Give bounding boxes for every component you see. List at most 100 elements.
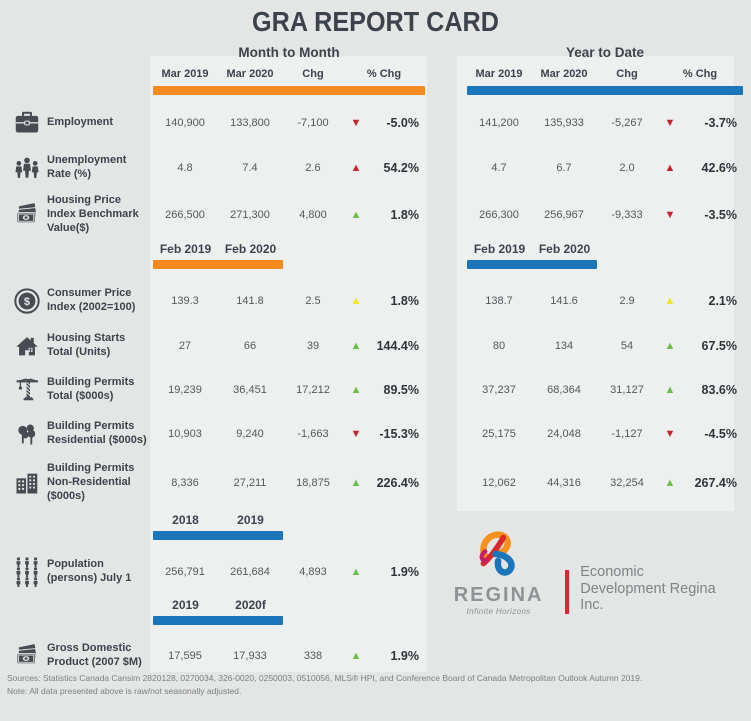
ytd-value-1: 12,062 <box>482 477 516 489</box>
mtm-col-2: Mar 2020 <box>226 68 274 80</box>
banknotes-icon <box>7 202 47 228</box>
blue-bar <box>153 531 283 540</box>
ytd-trend-arrow: ▲ <box>664 383 676 396</box>
mtm-chg: -1,663 <box>297 428 329 440</box>
ytd-value-1: 37,237 <box>482 384 516 396</box>
ytd-pct: 2.1% <box>708 294 738 308</box>
blue-bar <box>153 616 283 625</box>
row-label: Building Permits Residential ($000s) <box>47 420 147 446</box>
ytd-chg: 2.9 <box>619 295 635 307</box>
group-titles: Month to Month Year to Date <box>0 42 751 62</box>
edr-org-line2: Development Regina Inc. <box>580 580 716 614</box>
mtm-value-2: 7.4 <box>242 162 258 174</box>
mtm-trend-arrow: ▲ <box>350 383 362 396</box>
row-housing-price-index: Housing Price Index Benchmark Value($) 2… <box>0 191 751 239</box>
ytd-trend-arrow: ▼ <box>664 427 676 440</box>
row-label: Employment <box>47 116 114 129</box>
ytd-pct: 267.4% <box>694 476 737 490</box>
mtm-value-1: 266,500 <box>165 209 205 221</box>
edr-org-line1: Economic <box>580 563 644 580</box>
ytd-value-2: 135,933 <box>544 117 584 129</box>
mtm-value-1: 4.8 <box>177 162 193 174</box>
mtm-value-2: 27,211 <box>233 477 267 489</box>
mtm-chg: 4,893 <box>299 566 327 578</box>
crane-icon <box>7 375 47 405</box>
logo-divider <box>565 570 570 614</box>
ytd-pct: 83.6% <box>701 383 737 397</box>
ytd-trend-arrow: ▼ <box>664 208 676 221</box>
ytd-value-2: 24,048 <box>547 428 581 440</box>
mtm-chg: 338 <box>303 650 323 662</box>
ytd-chg: 2.0 <box>619 162 635 174</box>
mtm-pct: 1.8% <box>390 208 420 222</box>
column-headers: Mar 2019 Mar 2020 Chg % Chg Mar 2019 Mar… <box>0 62 751 86</box>
mtm-value-1: 8,336 <box>171 477 199 489</box>
adjustment-note: Note: All data presented above is raw/no… <box>7 685 242 696</box>
row-building-permits-non-residential: Building Permits Non-Residential ($000s)… <box>0 456 751 510</box>
row-label: Housing Price Index Benchmark Value($) <box>47 194 139 234</box>
mtm-value-2: 36,451 <box>233 384 267 396</box>
crowd-icon <box>7 557 47 587</box>
ytd-pct: 42.6% <box>701 161 737 175</box>
mtm-trend-arrow: ▲ <box>350 649 362 662</box>
mtm-chg: 4,800 <box>299 209 327 221</box>
mtm-value-1: 10,903 <box>168 428 202 440</box>
ytd-pct: -3.5% <box>704 208 737 222</box>
ytd-sub-col-2: Feb 2020 <box>538 242 591 256</box>
mtm-value-2: 66 <box>243 340 257 352</box>
blue-bar <box>467 86 743 95</box>
ytd-value-2: 134 <box>554 340 574 352</box>
subheader-population-years: 2018 2019 <box>0 510 751 549</box>
mtm-col-1: Mar 2019 <box>161 68 209 80</box>
mtm-sub-col-1: 2019 <box>172 598 199 612</box>
ytd-value-2: 256,967 <box>544 209 584 221</box>
orange-bar <box>153 86 425 95</box>
mtm-chg: 18,875 <box>296 477 330 489</box>
ytd-sub-col-1: Feb 2019 <box>473 242 526 256</box>
ytd-pct: -3.7% <box>704 116 737 130</box>
row-label: Consumer Price Index (2002=100) <box>47 287 136 313</box>
row-label: Building Permits Total ($000s) <box>47 376 135 402</box>
buildings-icon <box>7 469 47 497</box>
mtm-sub-col-2: Feb 2020 <box>224 242 277 256</box>
mtm-sub-col-2: 2019 <box>237 513 264 527</box>
regina-brand-text: REGINA <box>453 584 544 606</box>
ytd-col-1: Mar 2019 <box>475 68 523 80</box>
ytd-chg: -5,267 <box>611 117 643 129</box>
ytd-trend-arrow: ▲ <box>664 161 676 174</box>
mtm-value-2: 133,800 <box>230 117 270 129</box>
people-icon <box>7 154 47 182</box>
mtm-value-1: 17,595 <box>168 650 202 662</box>
mtm-value-2: 9,240 <box>236 428 264 440</box>
mtm-value-1: 27 <box>178 340 192 352</box>
orange-bar <box>153 260 283 269</box>
mtm-pct: 1.9% <box>390 565 420 579</box>
ytd-trend-arrow: ▲ <box>664 476 676 489</box>
mtm-pct: -15.3% <box>379 427 419 441</box>
regina-logo: REGINA Infinite Horizons Economic Develo… <box>440 528 742 616</box>
ytd-pct: -4.5% <box>704 427 737 441</box>
ytd-value-1: 141,200 <box>479 117 519 129</box>
mtm-pct: 226.4% <box>376 476 419 490</box>
mtm-value-1: 139.3 <box>171 295 199 307</box>
row-unemployment-rate: Unemployment Rate (%) 4.8 7.4 2.6 ▲ 54.2… <box>0 145 751 191</box>
mtm-value-2: 271,300 <box>230 209 270 221</box>
subheader-feb: Feb 2019 Feb 2020 Feb 2019 Feb 2020 <box>0 239 751 278</box>
ytd-chg: -9,333 <box>611 209 643 221</box>
mtm-value-2: 17,933 <box>233 650 267 662</box>
ytd-trend-arrow: ▲ <box>664 294 676 307</box>
month-to-month-title: Month to Month <box>238 44 340 60</box>
mtm-value-1: 256,791 <box>165 566 205 578</box>
mtm-pct: 144.4% <box>376 339 419 353</box>
mtm-trend-arrow: ▲ <box>350 294 362 307</box>
row-label: Unemployment Rate (%) <box>47 154 127 180</box>
mtm-sub-col-1: 2018 <box>172 513 199 527</box>
row-label: Population (persons) July 1 <box>47 558 132 584</box>
mtm-value-1: 140,900 <box>165 117 205 129</box>
mtm-trend-arrow: ▼ <box>350 116 362 129</box>
ytd-value-2: 68,364 <box>547 384 581 396</box>
ytd-col-3: Chg <box>616 68 638 80</box>
header-bars <box>0 86 751 101</box>
year-to-date-title: Year to Date <box>565 44 645 60</box>
